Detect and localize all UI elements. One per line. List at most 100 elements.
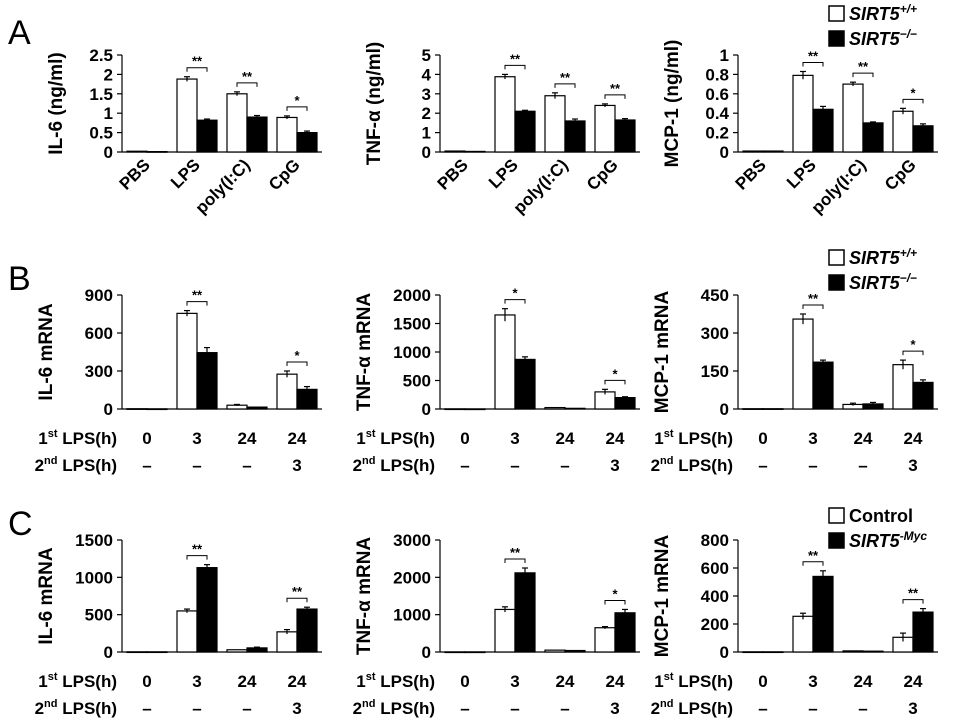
second-lps-value: –: [510, 699, 519, 718]
y-tick-label: 0.8: [705, 65, 729, 84]
y-tick-label: 2000: [393, 568, 431, 587]
x-category-label: 24: [556, 672, 575, 691]
bar-series2: [246, 406, 268, 410]
second-lps-value: 3: [908, 456, 917, 475]
y-axis-label: MCP-1 mRNA: [652, 290, 673, 413]
y-tick-label: 0: [422, 400, 431, 419]
bar-series1: [544, 649, 566, 653]
x-category-label: 0: [758, 429, 767, 448]
bar-series1: [544, 406, 566, 410]
bar-series1: [594, 627, 616, 653]
legend-swatch-B-1: [828, 274, 845, 291]
x-category-label: 0: [460, 672, 469, 691]
significance-bracket: [802, 61, 824, 67]
second-lps-value: –: [242, 699, 251, 718]
y-tick-label: 0: [422, 143, 431, 162]
second-lps-value: –: [460, 699, 469, 718]
significance-bracket: [186, 67, 208, 72]
bar-series2: [812, 575, 834, 653]
chart-B-TNF: 0 500 1000 1500 2000 TNF-α mRNA 0 – * 3 – 24 – * 24 3: [354, 286, 640, 475]
significance-bracket: [504, 558, 526, 563]
y-tick-label: 1500: [393, 315, 431, 334]
y-tick-label: 400: [701, 587, 729, 606]
bar-series2: [862, 122, 884, 153]
significance-label: **: [908, 586, 919, 601]
chart-A-IL6: 00.511.522.5 IL-6 (ng/ml) PBS ** LPS ** poly(I…: [46, 46, 322, 218]
bar-series2: [564, 407, 586, 410]
second-lps-row-label: 2nd LPS(h): [651, 455, 733, 475]
significance-bracket: [604, 379, 626, 385]
bar-series2: [196, 119, 218, 153]
y-tick-label: 1: [720, 46, 729, 65]
y-tick-label: 2: [422, 104, 431, 123]
bar-series1: [742, 651, 764, 654]
x-category-label: poly(I:C): [510, 155, 572, 217]
bar-series1: [494, 76, 516, 153]
second-lps-value: –: [758, 456, 767, 475]
bar-series2: [812, 361, 834, 410]
y-tick-label: 0: [104, 400, 113, 419]
significance-label: **: [292, 584, 303, 599]
legend-swatch-A-1: [828, 30, 845, 47]
y-tick-label: 0.5: [89, 124, 113, 143]
second-lps-value: –: [560, 699, 569, 718]
second-lps-value: –: [758, 699, 767, 718]
y-tick-label: 1000: [75, 568, 113, 587]
bar-series1: [126, 150, 148, 153]
y-tick-label: 500: [403, 372, 431, 391]
y-tick-label: 300: [85, 362, 113, 381]
bar-series2: [296, 132, 318, 153]
first-lps-row-label: 1st LPS(h): [654, 671, 733, 691]
y-tick-label: 1000: [393, 343, 431, 362]
second-lps-value: –: [142, 456, 151, 475]
second-lps-value: –: [858, 456, 867, 475]
x-category-label: 24: [854, 672, 873, 691]
bar-series1: [126, 408, 148, 410]
y-tick-label: 500: [85, 606, 113, 625]
significance-label: **: [242, 69, 253, 84]
significance-label: **: [808, 548, 819, 563]
bar-series2: [912, 381, 934, 410]
y-tick-label: 300: [701, 324, 729, 343]
bar-series1: [494, 608, 516, 653]
bar-series1: [792, 615, 814, 653]
bar-series1: [126, 651, 148, 654]
x-category-label: 24: [288, 672, 307, 691]
bar-series1: [792, 74, 814, 153]
significance-bracket: [902, 98, 924, 104]
x-category-label: LPS: [167, 155, 204, 192]
y-axis-label: MCP-1 (ng/ml): [662, 40, 683, 168]
bar-series2: [514, 358, 536, 410]
significance-bracket: [504, 64, 526, 70]
bar-series2: [514, 572, 536, 653]
bar-series1: [842, 650, 864, 653]
x-category-label: CpG: [583, 155, 622, 194]
x-category-label: 3: [510, 672, 519, 691]
y-axis-label: TNF-α mRNA: [354, 293, 375, 412]
significance-bracket: [554, 83, 576, 88]
second-lps-value: –: [858, 699, 867, 718]
second-lps-value: –: [192, 456, 201, 475]
x-category-label: 3: [192, 672, 201, 691]
second-lps-value: 3: [292, 456, 301, 475]
significance-label: **: [858, 59, 869, 74]
significance-label: **: [192, 288, 203, 303]
y-tick-label: 900: [85, 286, 113, 305]
significance-label: **: [808, 48, 819, 63]
significance-label: **: [192, 54, 203, 69]
y-tick-label: 0.4: [705, 104, 729, 123]
bar-series1: [444, 150, 466, 153]
bar-series1: [276, 631, 298, 653]
bar-series2: [146, 408, 168, 411]
significance-bracket: [604, 94, 626, 99]
x-category-label: 24: [238, 429, 257, 448]
chart-B-MCP1: 0 150 300 450 MCP-1 mRNA 0 – ** 3 – 24 – * 24 3: [652, 286, 938, 475]
bar-series2: [762, 651, 784, 654]
significance-bracket: [286, 597, 308, 603]
second-lps-value: –: [460, 456, 469, 475]
y-tick-label: 0: [720, 143, 729, 162]
y-tick-label: 450: [701, 286, 729, 305]
y-axis-label: TNF-α (ng/ml): [364, 42, 385, 166]
x-category-label: CpG: [265, 155, 304, 194]
